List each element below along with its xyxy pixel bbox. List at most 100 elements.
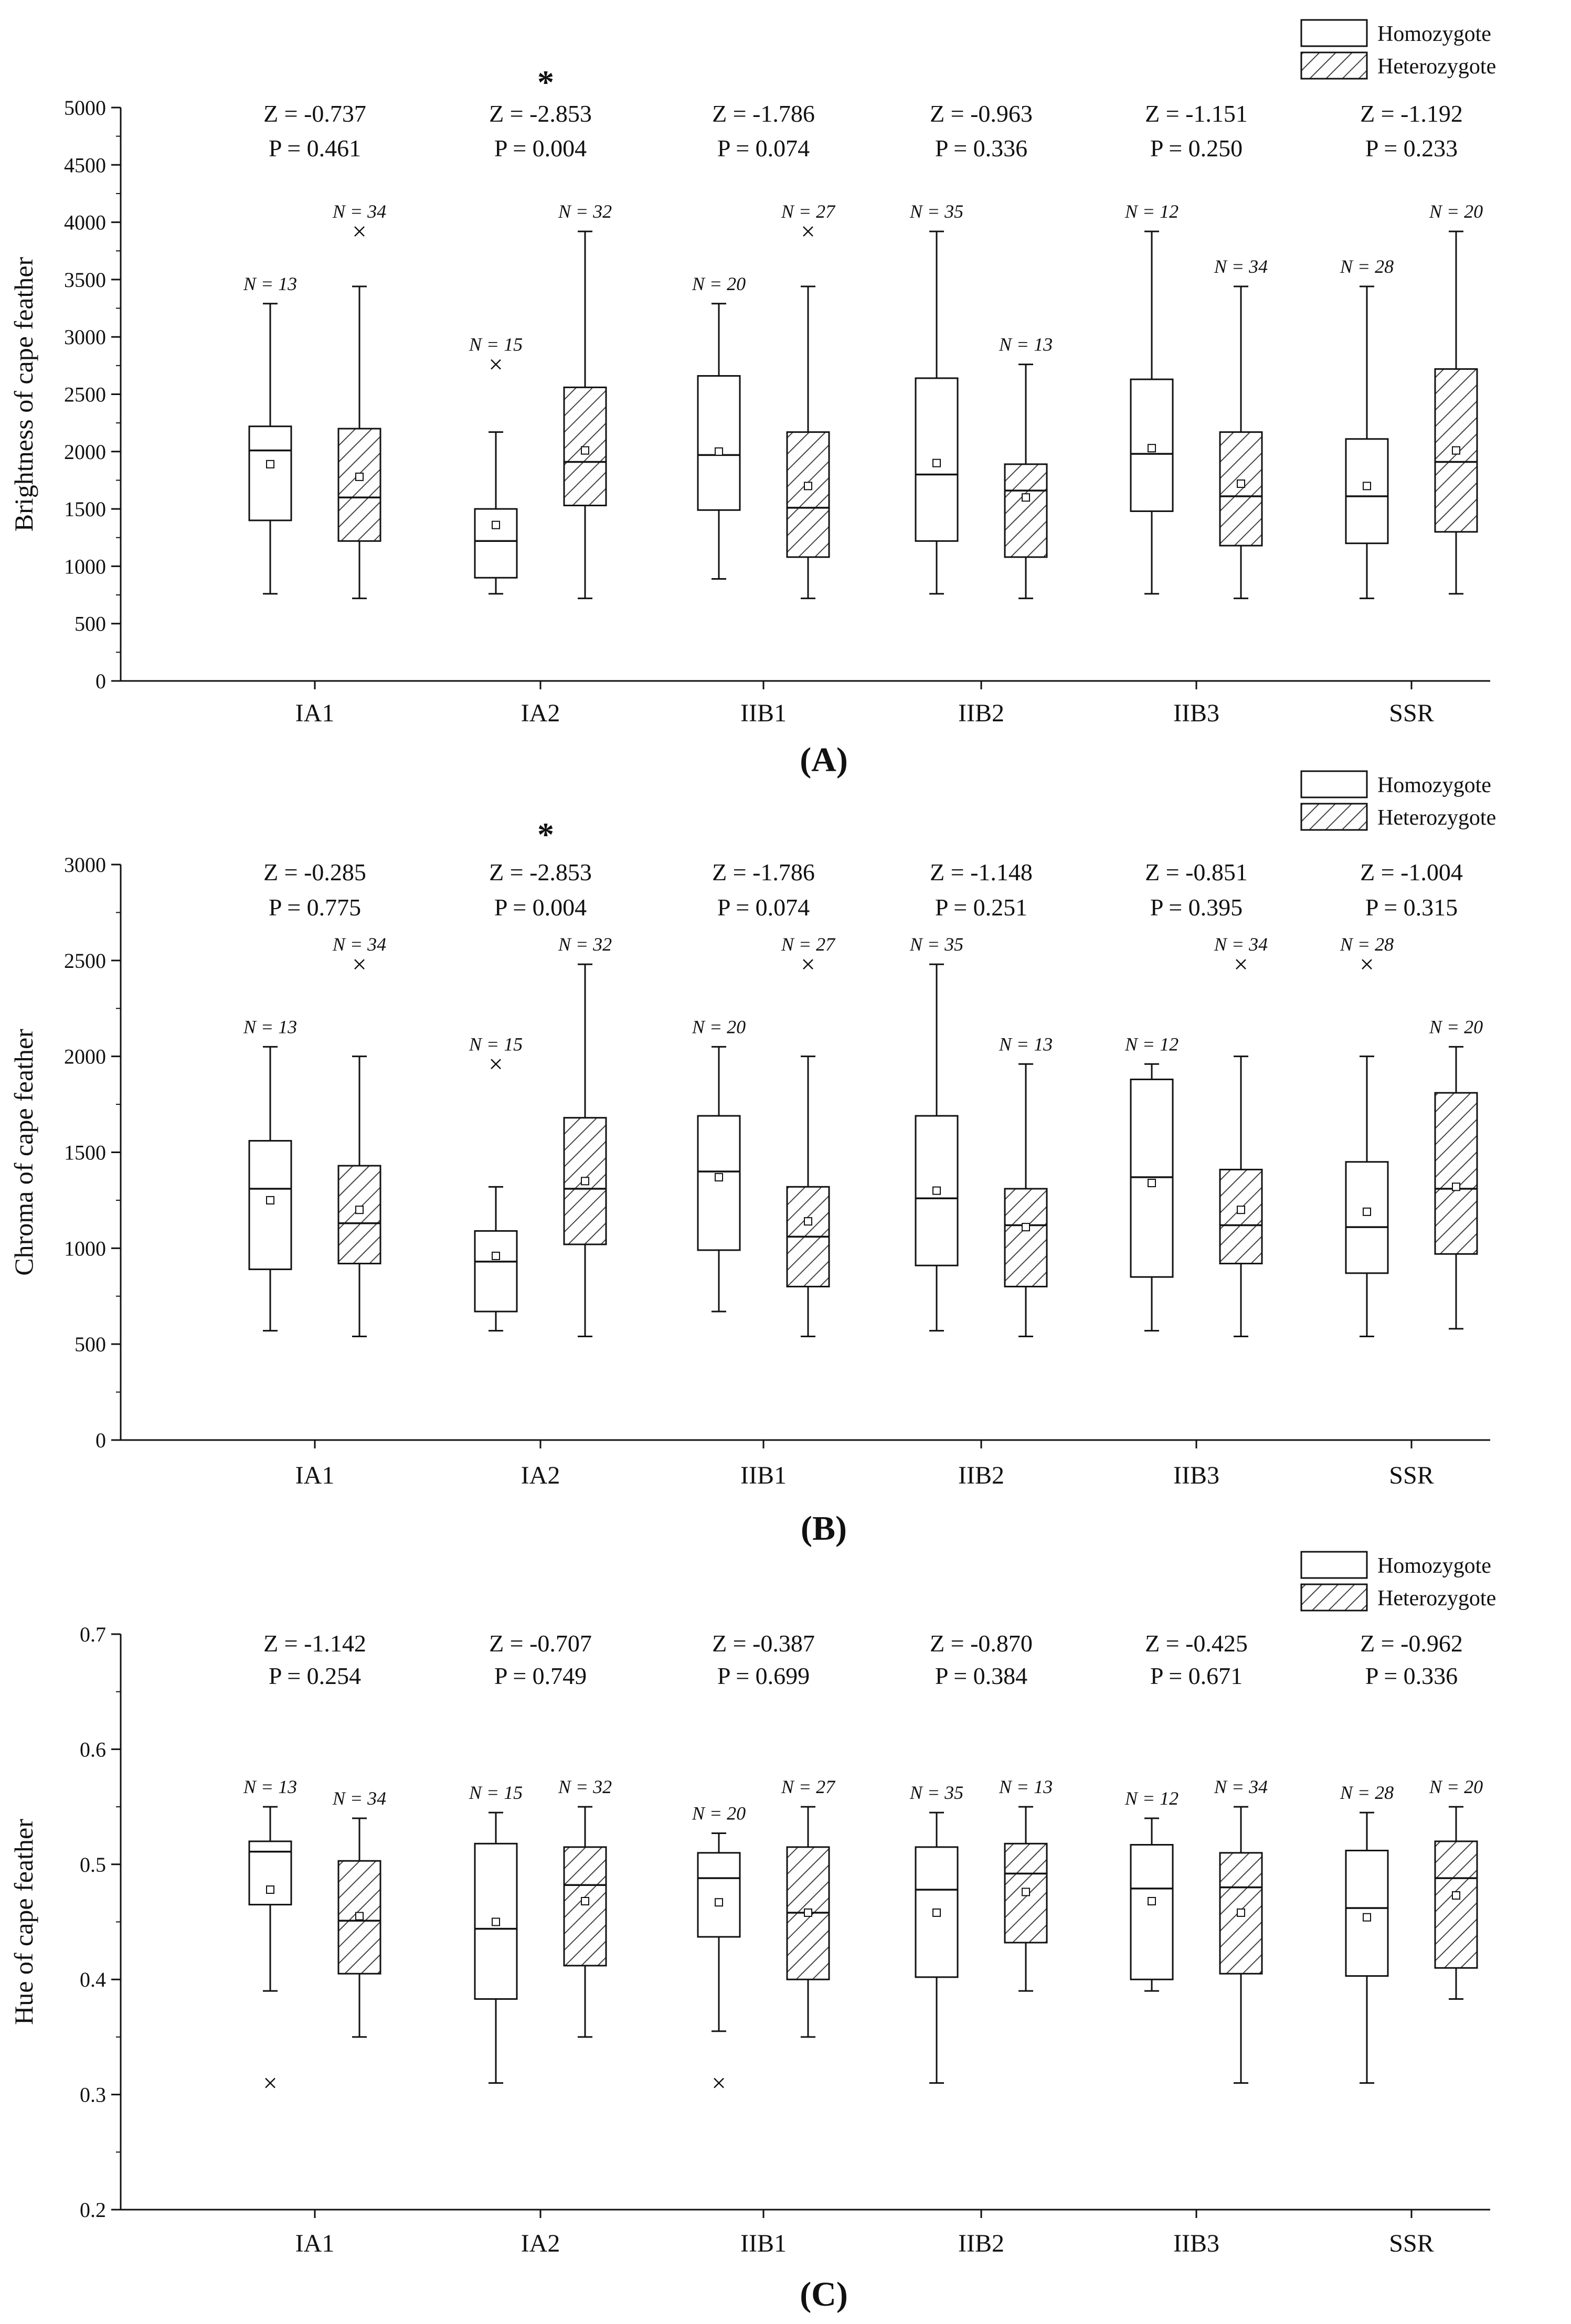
- sample-size-label: N = 28: [1340, 1782, 1394, 1803]
- panel-b: 0 500 1000 1500 2000 2500 3000 Chroma of cape f…: [9, 770, 1496, 1548]
- heterozygote-box-ssr: N = 20: [1429, 1016, 1483, 1330]
- p-value: P = 0.233: [1365, 135, 1458, 162]
- p-value: P = 0.671: [1150, 1662, 1243, 1689]
- box-iqr: [474, 1230, 518, 1313]
- p-value: P = 0.699: [717, 1662, 810, 1689]
- sample-size-label: N = 12: [1124, 201, 1179, 222]
- outlier-marker: [491, 1059, 501, 1070]
- y-axis-label: Chroma of cape feather: [9, 1029, 38, 1276]
- p-value: P = 0.461: [269, 135, 361, 162]
- sample-size-label: N = 20: [1429, 201, 1483, 222]
- box-iqr: [1434, 1840, 1478, 1969]
- homozygote-box-iib1: N = 20: [692, 1803, 746, 2088]
- legend: Homozygote Heterozygote: [1300, 770, 1496, 831]
- legend-label-heterozygote: Heterozygote: [1377, 1586, 1496, 1611]
- z-statistic: Z = -0.285: [263, 859, 366, 886]
- mean-marker: [581, 446, 589, 455]
- mean-marker: [1363, 1207, 1371, 1216]
- homozygote-box-ia2: N = 15: [469, 1033, 523, 1332]
- x-tick-label: IIB1: [740, 699, 787, 727]
- heterozygote-box-iib3: N = 34: [1214, 256, 1268, 600]
- p-value: P = 0.004: [494, 894, 587, 921]
- mean-marker: [1452, 446, 1460, 455]
- sample-size-label: N = 32: [558, 934, 612, 955]
- legend: Homozygote Heterozygote: [1300, 1551, 1496, 1612]
- panel-label: (C): [800, 2275, 848, 2314]
- p-value: P = 0.775: [269, 894, 361, 921]
- p-value: P = 0.336: [935, 135, 1027, 162]
- outlier-marker: [491, 359, 501, 370]
- p-value: P = 0.074: [717, 894, 810, 921]
- y-axis-label: Hue of cape feather: [9, 1819, 38, 2025]
- box-iqr: [1434, 1092, 1478, 1255]
- z-statistic: Z = -0.851: [1145, 859, 1248, 886]
- homozygote-box-iib3: N = 12: [1124, 1788, 1179, 1992]
- mean-marker: [715, 1898, 723, 1907]
- p-value: P = 0.254: [269, 1662, 361, 1689]
- mean-marker: [1452, 1182, 1460, 1191]
- p-value: P = 0.336: [1365, 1662, 1458, 1689]
- sample-size-label: N = 20: [692, 1803, 746, 1824]
- heterozygote-box-ia1: N = 34: [332, 1788, 386, 2038]
- x-tick-label: SSR: [1389, 699, 1434, 727]
- mean-marker: [492, 520, 500, 529]
- sample-size-label: N = 13: [999, 1033, 1053, 1054]
- mean-marker: [1237, 1908, 1245, 1917]
- outlier-marker: [803, 226, 813, 237]
- y-tick-label: 0.6: [80, 1737, 106, 1761]
- homozygote-box-iib3: N = 12: [1124, 201, 1179, 595]
- sample-size-label: N = 28: [1340, 256, 1394, 277]
- sample-size-label: N = 27: [781, 1776, 836, 1797]
- heterozygote-box-iib1: N = 27: [781, 934, 836, 1338]
- y-tick-label: 0.5: [80, 1853, 106, 1877]
- mean-marker: [804, 1217, 812, 1226]
- z-statistic: Z = -1.786: [712, 859, 815, 886]
- homozygote-box-ssr: N = 28: [1340, 1782, 1394, 2084]
- sample-size-label: N = 20: [1429, 1776, 1483, 1797]
- mean-marker: [266, 1196, 274, 1204]
- heterozygote-box-ssr: N = 20: [1429, 1776, 1483, 2000]
- x-tick-label: IA2: [521, 699, 560, 727]
- mean-marker: [932, 1186, 941, 1195]
- legend-label-homozygote: Homozygote: [1377, 773, 1491, 797]
- x-tick-label: IIB1: [740, 2230, 787, 2257]
- y-tick-label: 500: [75, 612, 106, 636]
- homozygote-box-iib2: N = 35: [909, 1782, 963, 2084]
- legend-label-homozygote: Homozygote: [1377, 22, 1491, 46]
- sample-size-label: N = 13: [243, 1016, 297, 1037]
- mean-marker: [581, 1177, 589, 1186]
- p-value: P = 0.749: [494, 1662, 587, 1689]
- z-statistic: Z = -2.853: [489, 100, 592, 127]
- y-tick-label: 0.2: [80, 2198, 106, 2222]
- heterozygote-box-ia2: N = 32: [558, 201, 612, 600]
- mean-marker: [1022, 1223, 1030, 1232]
- sample-size-label: N = 12: [1124, 1788, 1179, 1809]
- outlier-marker: [714, 2077, 724, 2088]
- homozygote-box-ia1: N = 13: [243, 1776, 297, 2088]
- mean-marker: [266, 1885, 274, 1894]
- z-statistic: Z = -1.004: [1360, 859, 1463, 886]
- x-tick-label: IIB2: [958, 1462, 1004, 1489]
- box-iqr: [1219, 431, 1263, 547]
- sample-size-label: N = 34: [1214, 1776, 1268, 1797]
- z-statistic: Z = -0.707: [489, 1630, 592, 1657]
- mean-marker: [715, 447, 723, 456]
- mean-marker: [355, 1912, 364, 1921]
- x-tick-label: IIB2: [958, 699, 1004, 727]
- p-value: P = 0.395: [1150, 894, 1243, 921]
- legend-label-heterozygote: Heterozygote: [1377, 55, 1496, 79]
- x-tick-label: SSR: [1389, 2230, 1434, 2257]
- heterozygote-box-iib2: N = 13: [999, 334, 1053, 600]
- z-statistic: Z = -1.192: [1360, 100, 1463, 127]
- sample-size-label: N = 12: [1124, 1033, 1179, 1054]
- x-tick-label: IIB2: [958, 2230, 1004, 2257]
- homozygote-box-iib3: N = 12: [1124, 1033, 1179, 1332]
- mean-marker: [1148, 1179, 1156, 1188]
- y-tick-label: 0.4: [80, 1968, 106, 1991]
- mean-marker: [355, 1206, 364, 1214]
- panel-label: (A): [800, 741, 848, 779]
- mean-marker: [1363, 1913, 1371, 1922]
- homozygote-box-ia1: N = 13: [243, 1016, 297, 1332]
- legend: Homozygote Heterozygote: [1300, 19, 1496, 80]
- box-iqr: [1004, 463, 1048, 558]
